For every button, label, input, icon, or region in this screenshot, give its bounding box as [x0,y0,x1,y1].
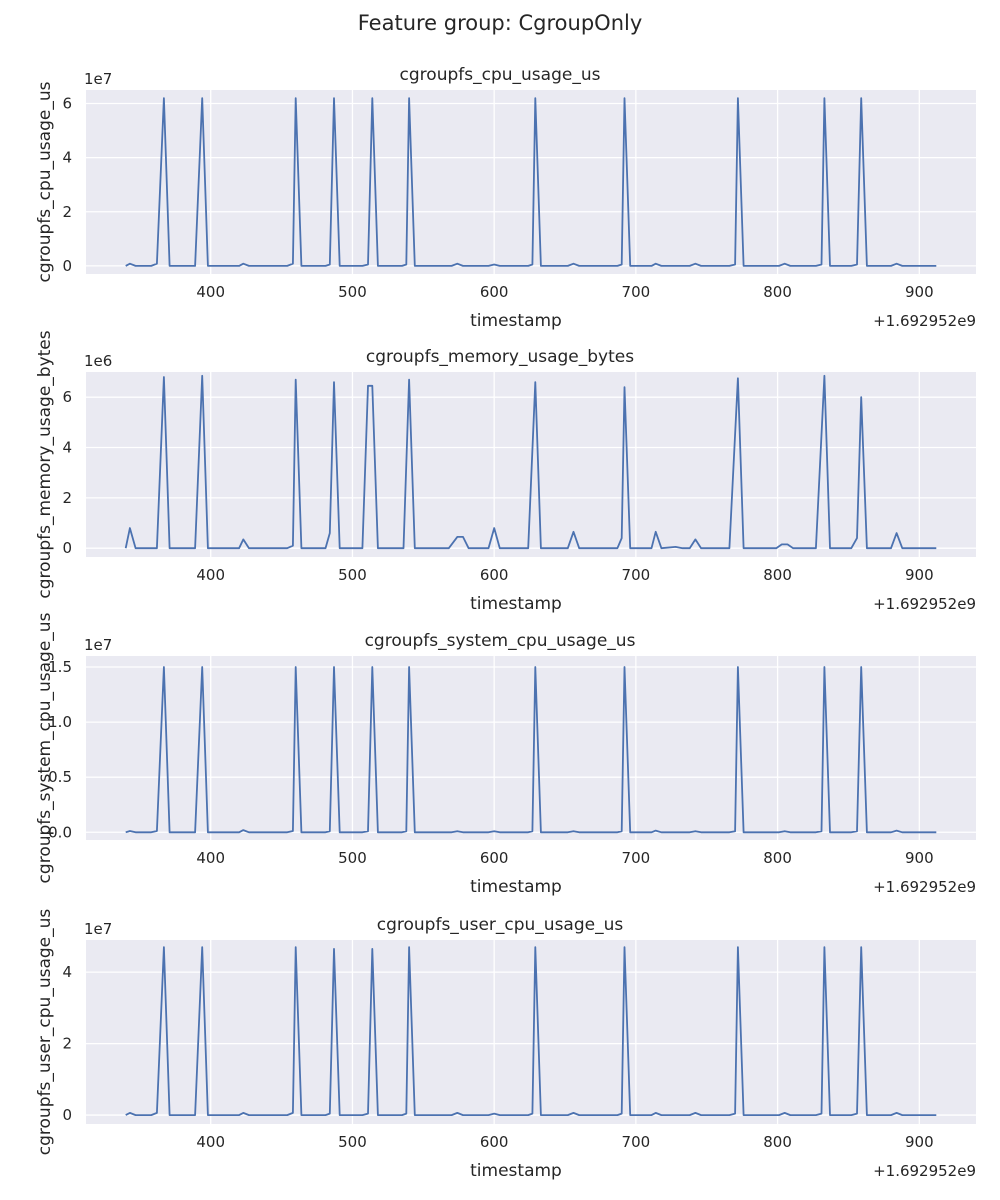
x-tick-label: 800 [763,283,792,301]
plot-area [86,656,976,840]
x-offset-text: +1.692952e9 [873,878,976,896]
y-axis-label: cgroupfs_user_cpu_usage_us [35,909,55,1156]
y-tick-label: 0 [62,257,72,275]
y-axis-label: cgroupfs_system_cpu_usage_us [35,612,55,883]
x-tick-label: 500 [338,283,367,301]
x-axis-label: timestamp [470,594,562,614]
x-tick-label: 400 [196,566,225,584]
x-tick-label: 900 [905,849,934,867]
x-offset-text: +1.692952e9 [873,595,976,613]
x-tick-label: 700 [622,283,651,301]
subplot-title: cgroupfs_cpu_usage_us [400,65,601,85]
subplot-title: cgroupfs_system_cpu_usage_us [365,631,636,651]
y-tick-label: 4 [62,963,72,981]
x-tick-label: 900 [905,1133,934,1151]
y-tick-label: 1.0 [48,713,72,731]
y-tick-label: 2 [62,489,72,507]
x-axis-label: timestamp [470,1161,562,1181]
x-tick-label: 600 [480,1133,509,1151]
series-line [125,666,937,834]
x-offset-text: +1.692952e9 [873,1162,976,1180]
subplot-4: 400 500 600 700 800 900 0 2 4 cgroupfs_user_cpu_u… [35,909,976,1181]
x-tick-label: 500 [338,566,367,584]
y-tick-label: 0 [62,1106,72,1124]
x-tick-label: 600 [480,283,509,301]
x-tick-label: 400 [196,849,225,867]
subplot-1: 400 500 600 700 800 900 0 2 4 6 cgroupfs_cpu_usage… [35,65,976,331]
x-tick-label: 400 [196,1133,225,1151]
x-tick-label: 700 [622,1133,651,1151]
y-axis-label: cgroupfs_memory_usage_bytes [35,330,55,598]
y-tick-label: 6 [62,95,72,113]
series-line [125,97,937,267]
x-tick-label: 700 [622,566,651,584]
y-tick-label: 4 [62,439,72,457]
y-tick-label: 0.5 [48,768,72,786]
y-tick-label: 2 [62,203,72,221]
y-tick-label: 6 [62,388,72,406]
plot-area [86,90,976,274]
series-line [124,374,937,550]
x-tick-label: 800 [763,1133,792,1151]
subplot-title: cgroupfs_user_cpu_usage_us [377,915,624,935]
x-axis-label: timestamp [470,877,562,897]
y-tick-label: 2 [62,1035,72,1053]
figure-suptitle: Feature group: CgroupOnly [358,11,643,35]
series-line [125,946,937,1116]
y-tick-label: 0.0 [48,823,72,841]
y-tick-label: 4 [62,149,72,167]
y-axis-label: cgroupfs_cpu_usage_us [35,81,55,282]
subplot-title: cgroupfs_memory_usage_bytes [366,347,634,367]
x-tick-label: 500 [338,1133,367,1151]
x-tick-label: 600 [480,849,509,867]
y-scale-multiplier: 1e7 [84,70,112,88]
x-tick-label: 800 [763,849,792,867]
subplot-3: 400 500 600 700 800 9000.00.51.01.5cgroupfs_s… [35,612,976,897]
y-scale-multiplier: 1e7 [84,636,112,654]
x-offset-text: +1.692952e9 [873,312,976,330]
y-tick-label: 1.5 [48,658,72,676]
x-tick-label: 900 [905,283,934,301]
x-axis-label: timestamp [470,311,562,331]
x-tick-label: 800 [763,566,792,584]
y-tick-label: 0 [62,539,72,557]
x-tick-label: 600 [480,566,509,584]
y-scale-multiplier: 1e7 [84,920,112,938]
plot-area [86,940,976,1124]
subplot-2: 400 500 600 700 800 900 0 2 4 6 cgroupfs_memory_us… [35,330,976,614]
x-tick-label: 700 [622,849,651,867]
x-tick-label: 400 [196,283,225,301]
subplot-panels: 400 500 600 700 800 9000246cgroupfs_cpu_usage… [35,65,976,1181]
x-tick-label: 500 [338,849,367,867]
x-tick-label: 900 [905,566,934,584]
y-scale-multiplier: 1e6 [84,352,112,370]
